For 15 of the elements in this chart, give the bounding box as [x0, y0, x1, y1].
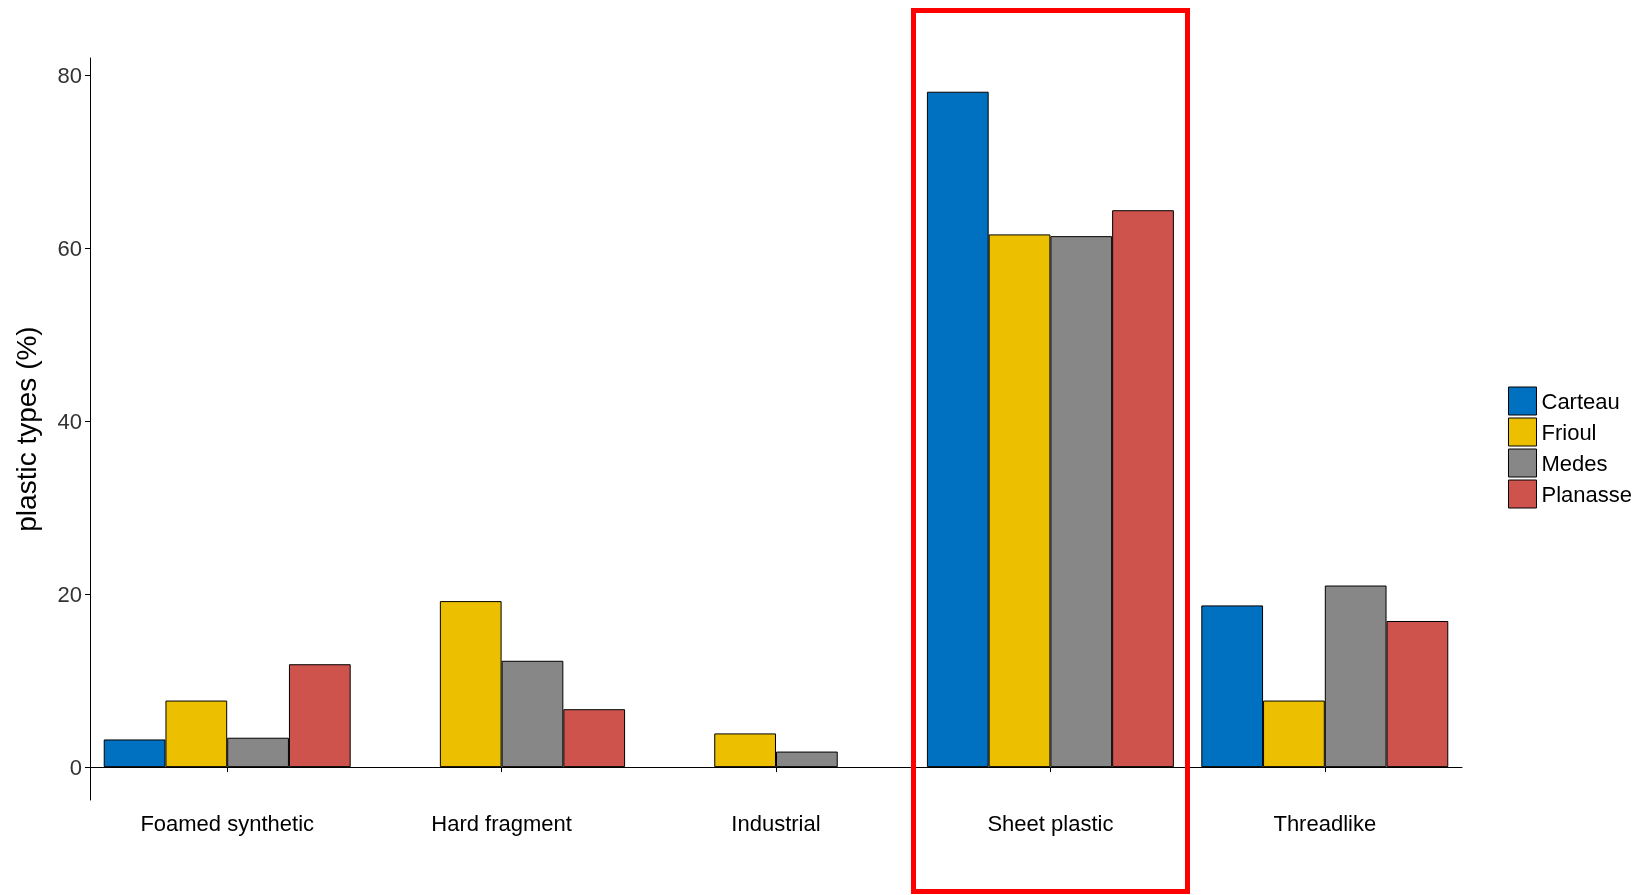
- x-tick-label: Hard fragment: [431, 810, 572, 836]
- x-tick-label: Sheet plastic: [987, 810, 1114, 836]
- y-tick-label: 0: [69, 754, 82, 780]
- y-tick-label: 20: [57, 581, 82, 607]
- legend-label: Planasse: [1541, 481, 1633, 507]
- x-tick-label: Threadlike: [1273, 810, 1377, 836]
- y-axis-title: plastic types (%): [10, 326, 42, 532]
- x-tick-label: Foamed synthetic: [140, 810, 315, 836]
- y-tick-label: 40: [57, 408, 82, 434]
- x-tick-label: Industrial: [731, 810, 821, 836]
- y-tick-label: 80: [57, 62, 82, 88]
- legend-label: Carteau: [1541, 388, 1620, 414]
- y-tick-label: 60: [57, 235, 82, 261]
- legend-label: Medes: [1541, 450, 1608, 476]
- legend-label: Frioul: [1541, 419, 1597, 445]
